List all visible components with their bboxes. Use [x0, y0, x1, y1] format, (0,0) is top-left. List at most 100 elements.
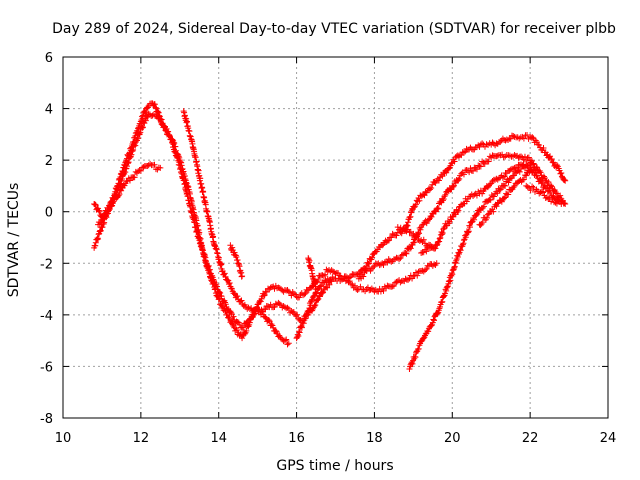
- data-point: [441, 193, 448, 200]
- data-point: [553, 190, 560, 197]
- data-point: [232, 252, 239, 259]
- data-point: [457, 246, 464, 253]
- data-point: [457, 247, 464, 254]
- data-point: [302, 290, 309, 297]
- data-point: [463, 198, 470, 205]
- data-point: [128, 151, 135, 158]
- data-point: [502, 194, 509, 201]
- data-point: [125, 159, 132, 166]
- data-point: [195, 167, 202, 174]
- data-point: [477, 163, 484, 170]
- data-point: [346, 274, 353, 281]
- data-point: [202, 254, 209, 261]
- data-point: [137, 118, 144, 125]
- data-point: [536, 141, 543, 148]
- series-track-g: [293, 131, 569, 342]
- data-point: [97, 227, 104, 234]
- data-point: [428, 322, 435, 329]
- data-point: [484, 184, 491, 191]
- data-point: [351, 282, 358, 289]
- data-point: [233, 253, 240, 260]
- data-point: [272, 327, 279, 334]
- data-point: [222, 301, 229, 308]
- data-point: [294, 311, 301, 318]
- data-point: [161, 124, 168, 131]
- data-point: [548, 155, 555, 162]
- series-track-j: [406, 159, 534, 373]
- data-point: [429, 244, 436, 251]
- data-point: [205, 262, 212, 269]
- y-tick-label: -8: [40, 412, 53, 427]
- data-point: [416, 238, 423, 245]
- data-point: [278, 286, 284, 293]
- data-point: [456, 175, 463, 182]
- data-point: [420, 335, 427, 342]
- data-point: [418, 249, 425, 256]
- data-point: [505, 136, 512, 143]
- data-point: [158, 121, 165, 128]
- data-point: [479, 219, 486, 226]
- data-point: [415, 268, 422, 275]
- data-point: [389, 230, 396, 237]
- data-point: [518, 165, 525, 172]
- data-point: [436, 305, 443, 312]
- data-point: [539, 179, 546, 186]
- data-point: [295, 328, 302, 335]
- data-point: [439, 173, 446, 180]
- data-point: [545, 178, 552, 185]
- data-point: [267, 284, 274, 291]
- data-point: [440, 195, 447, 202]
- data-point: [135, 125, 142, 132]
- data-point: [306, 305, 313, 312]
- data-point: [245, 304, 252, 311]
- data-point: [420, 249, 427, 256]
- data-point: [475, 162, 482, 169]
- data-point: [540, 189, 547, 196]
- data-point: [258, 295, 265, 302]
- data-point: [135, 135, 142, 142]
- data-point: [423, 248, 430, 255]
- data-point: [281, 304, 288, 311]
- series-track-i: [418, 161, 565, 256]
- data-point: [493, 153, 500, 160]
- data-point: [434, 205, 441, 212]
- data-point: [369, 254, 376, 261]
- data-point: [561, 176, 568, 183]
- x-tick-label: 16: [288, 431, 305, 446]
- data-point: [166, 133, 173, 140]
- data-point: [479, 140, 486, 147]
- data-point: [448, 216, 455, 223]
- data-point: [278, 335, 284, 342]
- data-point: [294, 334, 301, 341]
- data-point: [412, 233, 419, 240]
- data-point: [485, 211, 492, 218]
- data-point: [293, 293, 300, 300]
- data-point: [466, 224, 473, 231]
- data-point: [414, 272, 421, 279]
- data-point: [433, 242, 440, 249]
- data-point: [434, 239, 441, 246]
- data-point: [455, 177, 462, 184]
- data-point: [153, 105, 160, 112]
- data-point: [385, 237, 392, 244]
- x-tick-label: 20: [444, 431, 461, 446]
- series-track-a: [91, 100, 440, 342]
- x-tick-label: 14: [210, 431, 227, 446]
- data-point: [157, 164, 164, 171]
- data-point: [268, 321, 275, 328]
- data-point: [436, 235, 443, 242]
- data-point: [389, 283, 396, 290]
- data-point: [118, 176, 125, 183]
- data-point: [412, 269, 419, 276]
- data-point: [460, 171, 467, 178]
- data-point: [216, 289, 223, 296]
- data-point: [155, 109, 162, 116]
- data-point: [319, 272, 326, 279]
- data-point: [285, 340, 292, 347]
- data-point: [241, 330, 248, 337]
- data-point: [228, 285, 235, 292]
- data-point: [485, 158, 492, 165]
- data-point: [130, 146, 137, 153]
- data-point: [151, 101, 158, 108]
- data-point: [417, 226, 424, 233]
